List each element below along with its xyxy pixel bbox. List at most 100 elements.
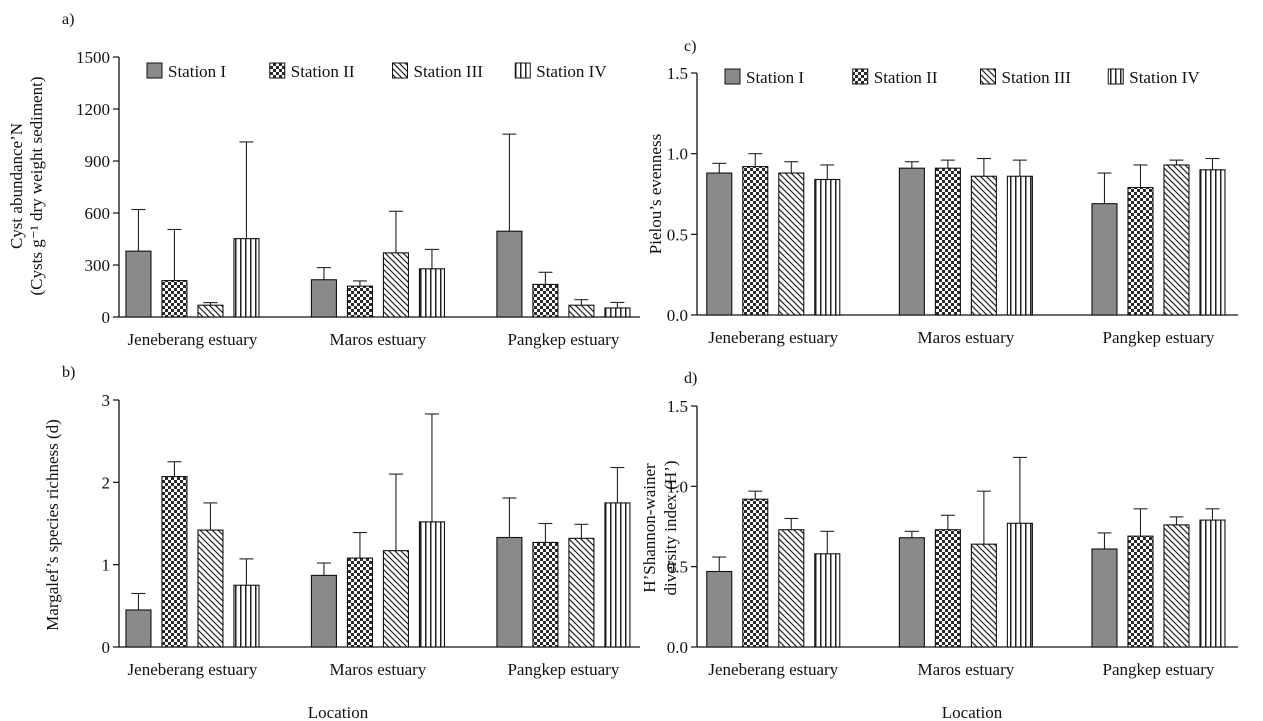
- bar-3-3: [1163, 524, 1190, 648]
- bar-3-2: [382, 252, 409, 318]
- y-tick-label: 0.0: [667, 638, 688, 657]
- x-tick-label: Jeneberang estuary: [708, 660, 838, 679]
- bar-2-1: [161, 476, 188, 648]
- y-axis-title: Cyst abundance’N: [7, 123, 26, 249]
- x-tick-label: Pangkep estuary: [1103, 660, 1215, 679]
- bar-4-1: [233, 584, 260, 648]
- bar-3-3: [568, 537, 595, 648]
- x-axis-title-right: Location: [942, 703, 1003, 721]
- legend-label: Station I: [746, 68, 804, 87]
- y-tick-label: 0: [102, 308, 111, 327]
- legend-label: Station IV: [536, 62, 607, 81]
- y-tick-label: 1.0: [667, 477, 688, 496]
- bar-4-1: [814, 553, 841, 648]
- y-tick-label: 1: [102, 556, 111, 575]
- y-tick-label: 2: [102, 473, 111, 492]
- chart-panel-4: d)H’Shannon-wainer diversity index (H’)0.…: [640, 370, 1238, 679]
- y-axis-title: Pielou’s evenness: [646, 134, 665, 254]
- bar-2-3: [1127, 186, 1154, 316]
- chart-panel-3: c) Pielou’s evenness 0.0 0.5 1.0 1.5 Jeneberan…: [646, 38, 1238, 347]
- legend-label: Station III: [414, 62, 484, 81]
- bar-1-1: [125, 250, 152, 318]
- bar-2-2: [934, 529, 961, 648]
- bar-1-2: [898, 537, 925, 648]
- bar-4-2: [418, 521, 445, 648]
- panel-label: d): [684, 370, 697, 387]
- x-tick-label: Maros estuary: [917, 660, 1014, 679]
- x-axis-title-left: Location: [308, 703, 369, 721]
- x-tick-label: Maros estuary: [330, 330, 427, 349]
- y-tick-label: 0.5: [667, 225, 688, 244]
- y-tick-label: 3: [102, 391, 111, 410]
- legend-swatch: [1107, 68, 1124, 85]
- bar-4-2: [1006, 522, 1033, 648]
- bar-2-2: [346, 557, 373, 648]
- legend-swatch: [514, 62, 531, 79]
- legend-label: Station III: [1002, 68, 1072, 87]
- bar-3-2: [382, 550, 409, 648]
- bar-4-2: [418, 268, 445, 318]
- y-tick-label: 1.0: [667, 145, 688, 164]
- legend-swatch: [980, 68, 996, 85]
- bar-1-1: [706, 570, 733, 648]
- bar-1-1: [125, 609, 152, 648]
- legend-swatch: [724, 68, 741, 85]
- bar-1-3: [496, 536, 523, 648]
- y-tick-label: 0.5: [667, 558, 688, 577]
- legend: Station I Station II Station III Station IV: [146, 62, 607, 81]
- bar-4-1: [233, 238, 260, 318]
- bar-3-2: [970, 175, 997, 316]
- bar-3-2: [970, 543, 997, 648]
- bar-3-1: [197, 529, 224, 648]
- y-tick-label: 1500: [76, 48, 110, 67]
- y-axis-title: (Cysts g⁻¹ dry weight sediment): [27, 77, 46, 296]
- bar-4-3: [1199, 519, 1226, 648]
- y-axis-title: Margalef’s species richness (d): [43, 419, 62, 631]
- y-axis-title: diversity index (H’): [661, 460, 680, 595]
- legend-swatch: [392, 62, 408, 79]
- bar-2-2: [346, 285, 373, 318]
- y-tick-label: 900: [85, 152, 111, 171]
- bar-2-1: [742, 498, 769, 648]
- bar-1-3: [496, 230, 523, 318]
- panel-label: a): [62, 11, 74, 28]
- bar-1-3: [1091, 203, 1118, 316]
- bar-4-1: [814, 178, 841, 316]
- legend-label: Station II: [874, 68, 938, 87]
- bar-2-3: [532, 541, 559, 648]
- x-tick-label: Pangkep estuary: [507, 330, 619, 349]
- y-tick-label: 0.0: [667, 306, 688, 325]
- bar-1-2: [310, 279, 337, 318]
- legend-label: Station IV: [1129, 68, 1200, 87]
- x-tick-label: Jeneberang estuary: [128, 330, 258, 349]
- bar-4-3: [1199, 169, 1226, 316]
- chart-panel-1: a) Cyst abundance’N (Cysts g⁻¹ dry weight …: [7, 11, 640, 349]
- bar-1-2: [898, 167, 925, 316]
- bar-3-1: [778, 529, 805, 648]
- bar-2-2: [934, 167, 961, 316]
- bar-2-3: [1127, 535, 1154, 648]
- bar-4-2: [1006, 175, 1033, 316]
- y-tick-label: 1200: [76, 100, 110, 119]
- bar-1-1: [706, 172, 733, 316]
- bar-1-3: [1091, 548, 1118, 648]
- panel-label: b): [62, 364, 75, 381]
- bar-3-1: [778, 172, 805, 316]
- legend-swatch: [852, 68, 869, 85]
- bar-3-3: [568, 304, 595, 318]
- chart-panel-2: b) Margalef’s species richness (d) 0 1 2 3 Jen…: [43, 364, 640, 679]
- bar-3-3: [1163, 164, 1190, 316]
- panel-label: c): [684, 38, 696, 55]
- bar-4-3: [604, 307, 631, 318]
- y-tick-label: 1.5: [667, 397, 688, 416]
- y-tick-label: 0: [102, 638, 111, 657]
- legend-label: Station II: [291, 62, 355, 81]
- legend-swatch: [269, 62, 286, 79]
- bar-2-1: [742, 166, 769, 316]
- x-tick-label: Jeneberang estuary: [128, 660, 258, 679]
- legend: Station I Station II Station III Station IV: [724, 68, 1200, 87]
- legend-swatch: [146, 62, 163, 79]
- bar-3-1: [197, 304, 224, 318]
- bar-4-3: [604, 502, 631, 648]
